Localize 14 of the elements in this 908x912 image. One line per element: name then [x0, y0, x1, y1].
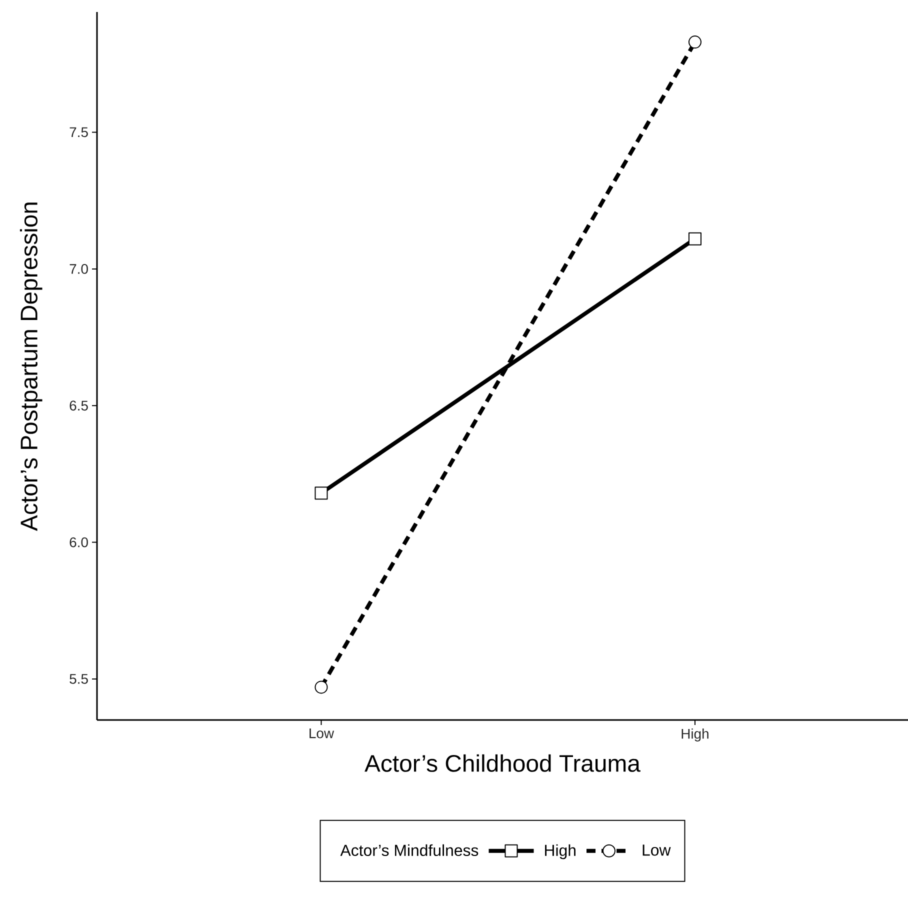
point	[314, 680, 328, 694]
legend-title: Actor’s Mindfulness	[340, 844, 478, 856]
y-axis-title: Actor’s Postpartum Depression	[20, 202, 42, 531]
y-tick-label: 5.5	[70, 674, 88, 684]
point	[688, 232, 702, 246]
y-tick-label: 7.5	[70, 127, 88, 138]
y-tick-label: 6.5	[70, 400, 88, 411]
y-tick-label: 7.0	[70, 264, 88, 274]
point	[688, 36, 702, 49]
x-axis-title: Actor’s Childhood Trauma	[364, 754, 640, 772]
legend-label: Low	[642, 844, 671, 856]
legend-label: High	[545, 844, 576, 860]
point	[314, 486, 328, 500]
y-tick-label: 6.0	[70, 537, 88, 548]
